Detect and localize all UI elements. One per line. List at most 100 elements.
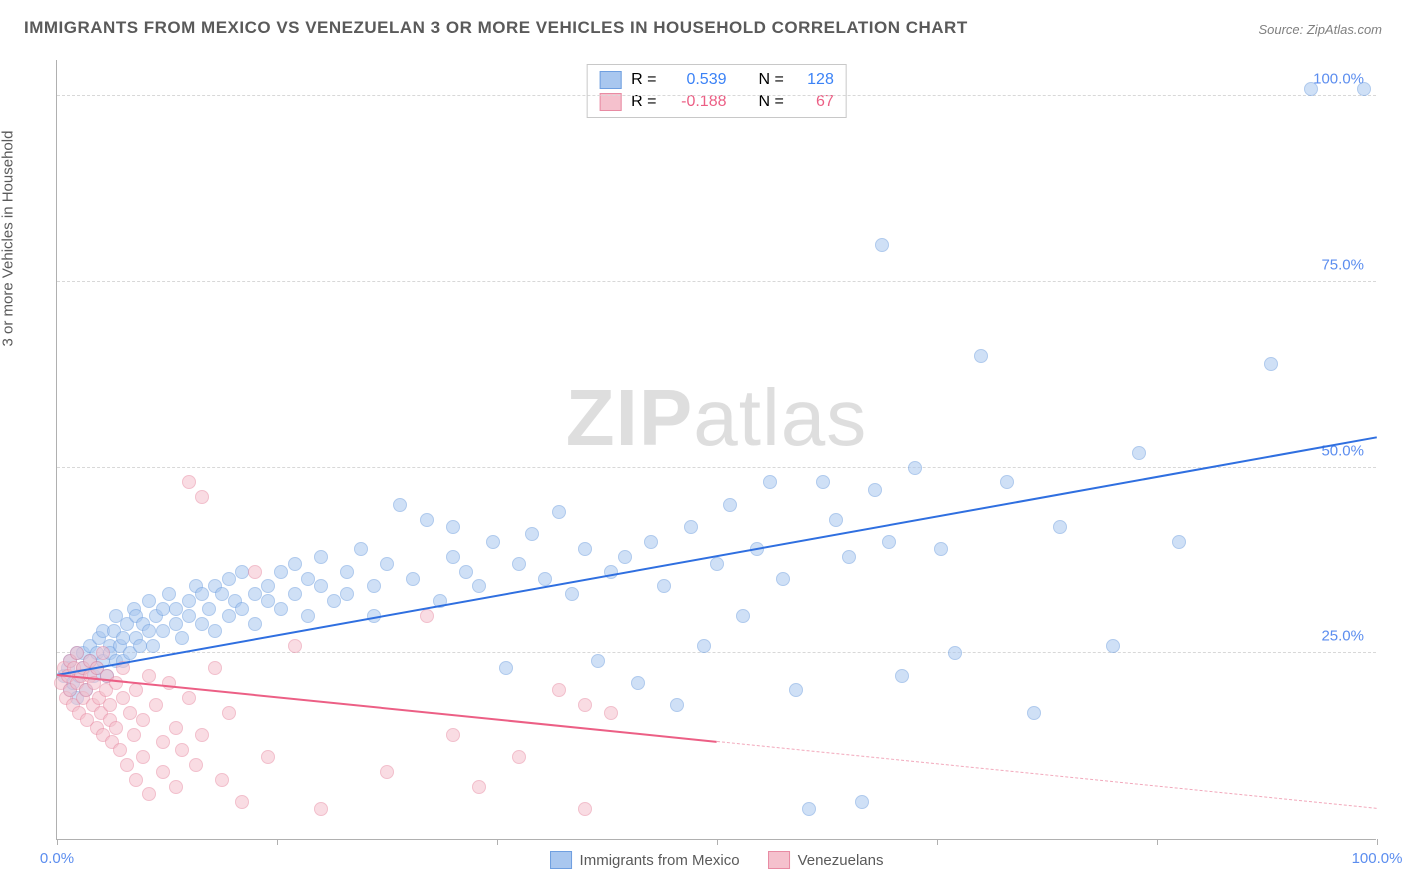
data-point-mexico bbox=[631, 676, 645, 690]
data-point-mexico bbox=[472, 579, 486, 593]
data-point-mexico bbox=[301, 609, 315, 623]
data-point-mexico bbox=[261, 579, 275, 593]
x-tick-mark bbox=[57, 839, 58, 845]
data-point-mexico bbox=[974, 349, 988, 363]
data-point-venezuela bbox=[169, 721, 183, 735]
data-point-mexico bbox=[380, 557, 394, 571]
x-tick-mark bbox=[497, 839, 498, 845]
data-point-mexico bbox=[327, 594, 341, 608]
data-point-mexico bbox=[420, 513, 434, 527]
data-point-mexico bbox=[446, 550, 460, 564]
n-value-mexico: 128 bbox=[794, 71, 834, 89]
data-point-mexico bbox=[710, 557, 724, 571]
data-point-venezuela bbox=[248, 565, 262, 579]
data-point-venezuela bbox=[129, 773, 143, 787]
data-point-mexico bbox=[855, 795, 869, 809]
trend-line bbox=[717, 741, 1377, 809]
gridline bbox=[57, 652, 1376, 653]
data-point-venezuela bbox=[380, 765, 394, 779]
data-point-venezuela bbox=[472, 780, 486, 794]
watermark: ZIPatlas bbox=[566, 372, 867, 464]
data-point-mexico bbox=[697, 639, 711, 653]
data-point-mexico bbox=[670, 698, 684, 712]
source-attribution: Source: ZipAtlas.com bbox=[1258, 22, 1382, 37]
x-tick-mark bbox=[937, 839, 938, 845]
legend-item-mexico: Immigrants from Mexico bbox=[550, 851, 740, 869]
swatch-venezuela bbox=[768, 851, 790, 869]
y-axis-label: 3 or more Vehicles in Household bbox=[0, 131, 17, 347]
data-point-mexico bbox=[301, 572, 315, 586]
x-tick-label: 100.0% bbox=[1352, 850, 1403, 867]
data-point-venezuela bbox=[182, 475, 196, 489]
data-point-mexico bbox=[142, 594, 156, 608]
data-point-mexico bbox=[1000, 475, 1014, 489]
data-point-mexico bbox=[723, 498, 737, 512]
x-tick-mark bbox=[717, 839, 718, 845]
data-point-venezuela bbox=[116, 691, 130, 705]
data-point-venezuela bbox=[578, 802, 592, 816]
data-point-mexico bbox=[1053, 520, 1067, 534]
x-tick-mark bbox=[1377, 839, 1378, 845]
legend-label-venezuela: Venezuelans bbox=[798, 852, 884, 869]
data-point-mexico bbox=[644, 535, 658, 549]
data-point-mexico bbox=[169, 602, 183, 616]
data-point-venezuela bbox=[604, 706, 618, 720]
legend-label-mexico: Immigrants from Mexico bbox=[580, 852, 740, 869]
data-point-mexico bbox=[208, 624, 222, 638]
r-value-mexico: 0.539 bbox=[667, 71, 727, 89]
data-point-venezuela bbox=[149, 698, 163, 712]
data-point-mexico bbox=[591, 654, 605, 668]
data-point-venezuela bbox=[127, 728, 141, 742]
data-point-mexico bbox=[934, 542, 948, 556]
data-point-mexico bbox=[215, 587, 229, 601]
data-point-venezuela bbox=[189, 758, 203, 772]
data-point-venezuela bbox=[120, 758, 134, 772]
data-point-mexico bbox=[393, 498, 407, 512]
legend-row-mexico: R = 0.539 N = 128 bbox=[599, 69, 834, 91]
data-point-venezuela bbox=[156, 765, 170, 779]
data-point-venezuela bbox=[261, 750, 275, 764]
data-point-venezuela bbox=[169, 780, 183, 794]
data-point-venezuela bbox=[156, 735, 170, 749]
data-point-venezuela bbox=[142, 787, 156, 801]
data-point-venezuela bbox=[175, 743, 189, 757]
data-point-venezuela bbox=[222, 706, 236, 720]
scatter-plot-area: ZIPatlas R = 0.539 N = 128 R = -0.188 N … bbox=[56, 60, 1376, 840]
data-point-mexico bbox=[1304, 82, 1318, 96]
data-point-mexico bbox=[169, 617, 183, 631]
data-point-venezuela bbox=[208, 661, 222, 675]
data-point-mexico bbox=[1357, 82, 1371, 96]
gridline bbox=[57, 95, 1376, 96]
data-point-venezuela bbox=[123, 706, 137, 720]
data-point-mexico bbox=[789, 683, 803, 697]
data-point-venezuela bbox=[215, 773, 229, 787]
data-point-mexico bbox=[1264, 357, 1278, 371]
data-point-mexico bbox=[459, 565, 473, 579]
data-point-mexico bbox=[340, 565, 354, 579]
data-point-mexico bbox=[261, 594, 275, 608]
data-point-venezuela bbox=[129, 683, 143, 697]
data-point-mexico bbox=[182, 594, 196, 608]
data-point-venezuela bbox=[195, 728, 209, 742]
data-point-mexico bbox=[133, 639, 147, 653]
data-point-mexico bbox=[895, 669, 909, 683]
data-point-mexico bbox=[565, 587, 579, 601]
data-point-mexico bbox=[525, 527, 539, 541]
chart-title: IMMIGRANTS FROM MEXICO VS VENEZUELAN 3 O… bbox=[24, 18, 968, 38]
data-point-mexico bbox=[248, 617, 262, 631]
swatch-mexico bbox=[599, 71, 621, 89]
data-point-venezuela bbox=[512, 750, 526, 764]
data-point-mexico bbox=[182, 609, 196, 623]
data-point-mexico bbox=[1027, 706, 1041, 720]
data-point-mexico bbox=[156, 602, 170, 616]
data-point-venezuela bbox=[195, 490, 209, 504]
data-point-mexico bbox=[552, 505, 566, 519]
data-point-mexico bbox=[156, 624, 170, 638]
series-legend: Immigrants from Mexico Venezuelans bbox=[550, 851, 884, 869]
data-point-venezuela bbox=[136, 750, 150, 764]
data-point-mexico bbox=[486, 535, 500, 549]
data-point-mexico bbox=[235, 565, 249, 579]
data-point-venezuela bbox=[182, 691, 196, 705]
data-point-mexico bbox=[684, 520, 698, 534]
y-tick-label: 75.0% bbox=[1321, 256, 1364, 273]
